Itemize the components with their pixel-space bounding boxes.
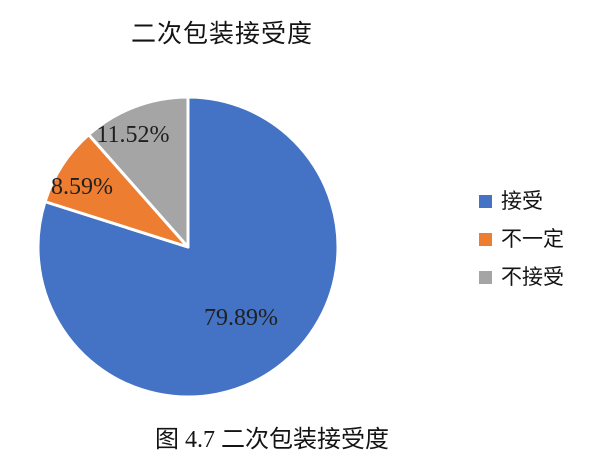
legend-swatch-icon	[479, 233, 492, 246]
legend-item-1: 接受	[479, 190, 564, 213]
data-label-1: 79.89%	[204, 305, 278, 331]
data-label-3: 11.52%	[96, 122, 170, 148]
legend-label: 不接受	[501, 265, 564, 289]
legend-item-2: 不一定	[479, 228, 564, 251]
figure-caption: 图 4.7 二次包装接受度	[155, 427, 389, 453]
legend-label: 不一定	[501, 227, 564, 251]
legend-item-3: 不接受	[479, 266, 564, 289]
chart-legend: 接受 不一定 不接受	[479, 190, 564, 304]
chart-title: 二次包装接受度	[130, 21, 313, 48]
legend-swatch-icon	[479, 195, 492, 208]
data-label-2: 8.59%	[51, 174, 113, 200]
pie-slice-3	[87, 95, 190, 249]
legend-label: 接受	[501, 189, 543, 213]
legend-swatch-icon	[479, 271, 492, 284]
